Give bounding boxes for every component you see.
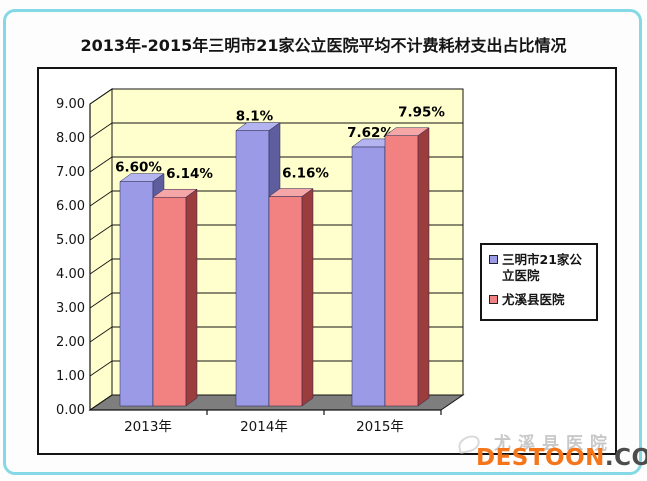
- y-tick-connector: [89, 88, 113, 105]
- x-category-label: 2013年: [124, 419, 172, 435]
- y-tick-connector: [89, 326, 113, 343]
- y-tick-connector: [89, 156, 113, 173]
- bar-data-label: 8.1%: [236, 109, 274, 125]
- y-tick-label: 7.00: [56, 165, 85, 180]
- y-tick-connector: [89, 122, 113, 139]
- watermark-site-text: 尤溪县医院: [494, 434, 614, 454]
- legend-marker-series1-icon: [489, 255, 498, 264]
- bar-front: [119, 181, 154, 407]
- bar-front: [384, 135, 419, 407]
- bar-front: [152, 196, 187, 407]
- bar-front: [351, 146, 386, 407]
- legend: 三明市21家公立医院 尤溪县医院: [480, 243, 598, 321]
- y-tick-connector: [89, 394, 113, 411]
- y-tick-label: 5.00: [56, 233, 85, 248]
- y-tick-connector: [89, 190, 113, 207]
- legend-item-series1: 三明市21家公立医院: [489, 252, 591, 285]
- bar-front: [268, 196, 303, 407]
- legend-label-series1: 三明市21家公立医院: [502, 252, 582, 284]
- chart-side-wall: [89, 88, 113, 411]
- bar-data-label: 7.62%: [347, 125, 394, 141]
- bar-side: [185, 188, 198, 407]
- x-category-label: 2014年: [240, 419, 288, 435]
- y-tick-connector: [89, 224, 113, 241]
- x-category-label: 2015年: [356, 419, 404, 435]
- brand-name-text: DESTOON: [476, 445, 605, 471]
- bar-data-label: 6.16%: [282, 166, 329, 182]
- y-tick-label: 9.00: [56, 97, 85, 112]
- y-tick-label: 2.00: [56, 335, 85, 350]
- legend-label-series2: 尤溪县医院: [502, 291, 565, 307]
- bar-side: [301, 188, 314, 407]
- brand-tld-text: .COM: [604, 445, 647, 471]
- y-tick-label: 0.00: [56, 403, 85, 418]
- brand-watermark: DESTOON.COM: [476, 445, 647, 471]
- bar-front: [235, 130, 270, 407]
- y-tick-connector: [89, 258, 113, 275]
- y-tick-label: 3.00: [56, 301, 85, 316]
- y-tick-label: 1.00: [56, 369, 85, 384]
- y-tick-label: 6.00: [56, 199, 85, 214]
- bar-data-label: 7.95%: [398, 105, 445, 121]
- bar-data-label: 6.14%: [166, 166, 213, 182]
- y-tick-connector: [89, 360, 113, 377]
- legend-item-series2: 尤溪县医院: [489, 292, 591, 308]
- y-tick-label: 8.00: [56, 131, 85, 146]
- bar-side: [417, 127, 430, 407]
- y-tick-label: 4.00: [56, 267, 85, 282]
- bar-data-label: 6.60%: [115, 160, 162, 176]
- y-tick-connector: [89, 292, 113, 309]
- legend-marker-series2-icon: [489, 294, 498, 304]
- chart-title: 2013年-2015年三明市21家公立医院平均不计费耗材支出占比情况: [80, 36, 567, 55]
